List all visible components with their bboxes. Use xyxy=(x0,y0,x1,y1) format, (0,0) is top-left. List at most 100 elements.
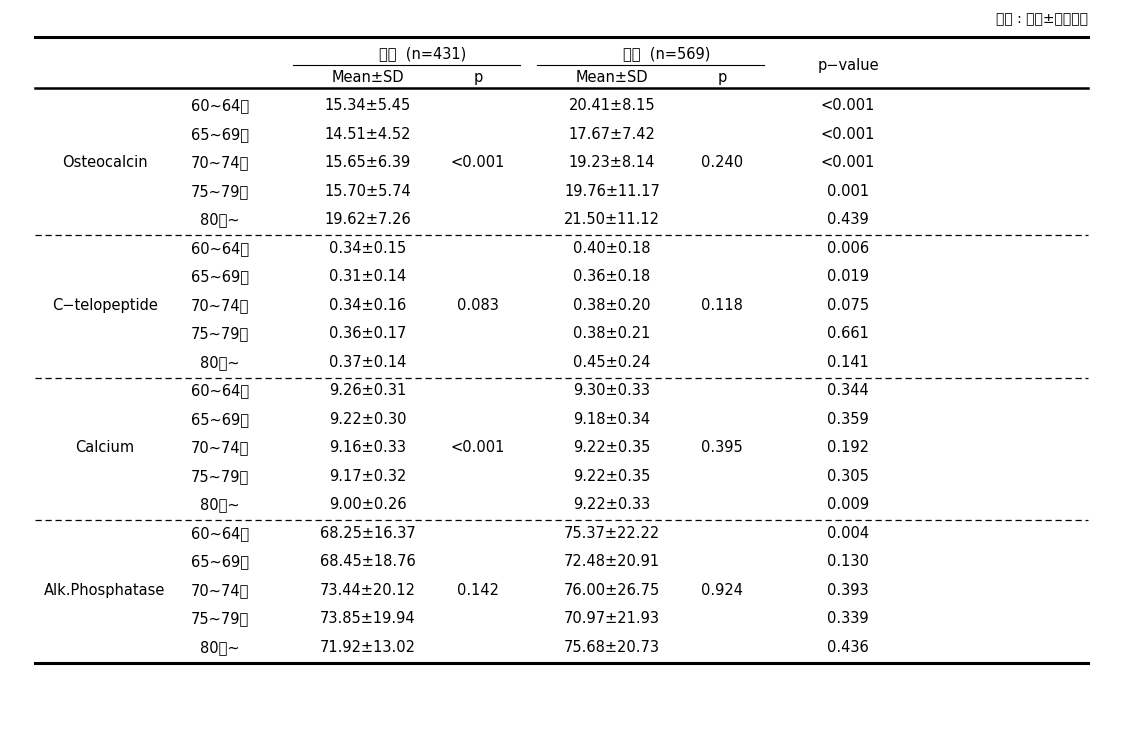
Text: 0.439: 0.439 xyxy=(828,212,869,227)
Text: 0.36±0.18: 0.36±0.18 xyxy=(574,269,650,284)
Text: 9.16±0.33: 9.16±0.33 xyxy=(329,440,407,455)
Text: 71.92±13.02: 71.92±13.02 xyxy=(320,640,416,654)
Text: 0.001: 0.001 xyxy=(827,184,869,199)
Text: 70~74세: 70~74세 xyxy=(191,440,249,455)
Text: 0.38±0.21: 0.38±0.21 xyxy=(574,326,650,341)
Text: 19.62±7.26: 19.62±7.26 xyxy=(325,212,411,227)
Text: 21.50±11.12: 21.50±11.12 xyxy=(564,212,660,227)
Text: 75~79세: 75~79세 xyxy=(191,184,249,199)
Text: 15.70±5.74: 15.70±5.74 xyxy=(325,184,411,199)
Text: C−telopeptide: C−telopeptide xyxy=(52,298,158,312)
Text: 0.436: 0.436 xyxy=(828,640,869,654)
Text: p: p xyxy=(718,69,727,85)
Text: 60~64세: 60~64세 xyxy=(191,98,249,113)
Text: 73.44±20.12: 73.44±20.12 xyxy=(320,583,416,598)
Text: 0.34±0.16: 0.34±0.16 xyxy=(329,298,407,312)
Text: 19.76±11.17: 19.76±11.17 xyxy=(564,184,660,199)
Text: 75.37±22.22: 75.37±22.22 xyxy=(564,525,660,541)
Text: 0.192: 0.192 xyxy=(827,440,869,455)
Text: 70~74세: 70~74세 xyxy=(191,156,249,170)
Text: <0.001: <0.001 xyxy=(450,156,505,170)
Text: 80세~: 80세~ xyxy=(200,497,240,512)
Text: 75~79세: 75~79세 xyxy=(191,469,249,483)
Text: 9.22±0.35: 9.22±0.35 xyxy=(574,469,650,483)
Text: 20.41±8.15: 20.41±8.15 xyxy=(568,98,656,113)
Text: 0.31±0.14: 0.31±0.14 xyxy=(329,269,407,284)
Text: 0.38±0.20: 0.38±0.20 xyxy=(573,298,650,312)
Text: 0.45±0.24: 0.45±0.24 xyxy=(573,354,650,370)
Text: 0.344: 0.344 xyxy=(828,383,869,398)
Text: 0.305: 0.305 xyxy=(827,469,869,483)
Text: 80세~: 80세~ xyxy=(200,212,240,227)
Text: 70~74세: 70~74세 xyxy=(191,298,249,312)
Text: p−value: p−value xyxy=(818,58,879,73)
Text: Alk.Phosphatase: Alk.Phosphatase xyxy=(44,583,166,598)
Text: 0.393: 0.393 xyxy=(828,583,869,598)
Text: 0.006: 0.006 xyxy=(827,241,869,256)
Text: 60~64세: 60~64세 xyxy=(191,241,249,256)
Text: 9.22±0.33: 9.22±0.33 xyxy=(574,497,650,512)
Text: 0.130: 0.130 xyxy=(827,554,869,569)
Text: 9.30±0.33: 9.30±0.33 xyxy=(574,383,650,398)
Text: 80세~: 80세~ xyxy=(200,640,240,654)
Text: 0.019: 0.019 xyxy=(827,269,869,284)
Text: p: p xyxy=(474,69,483,85)
Text: 60~64세: 60~64세 xyxy=(191,383,249,398)
Text: 68.45±18.76: 68.45±18.76 xyxy=(320,554,416,569)
Text: 75~79세: 75~79세 xyxy=(191,326,249,341)
Text: 0.240: 0.240 xyxy=(701,156,743,170)
Text: 14.51±4.52: 14.51±4.52 xyxy=(325,127,411,142)
Text: 70~74세: 70~74세 xyxy=(191,583,249,598)
Text: 75~79세: 75~79세 xyxy=(191,611,249,626)
Text: <0.001: <0.001 xyxy=(821,98,875,113)
Text: 0.004: 0.004 xyxy=(827,525,869,541)
Text: 70.97±21.93: 70.97±21.93 xyxy=(564,611,660,626)
Text: 0.083: 0.083 xyxy=(457,298,499,312)
Text: 9.22±0.35: 9.22±0.35 xyxy=(574,440,650,455)
Text: 68.25±16.37: 68.25±16.37 xyxy=(320,525,416,541)
Text: Osteocalcin: Osteocalcin xyxy=(62,156,148,170)
Text: 0.359: 0.359 xyxy=(828,412,869,427)
Text: 65~69세: 65~69세 xyxy=(191,269,249,284)
Text: 0.141: 0.141 xyxy=(827,354,869,370)
Text: 17.67±7.42: 17.67±7.42 xyxy=(568,127,656,142)
Text: 단위 : 평균±표준편차: 단위 : 평균±표준편차 xyxy=(996,12,1088,26)
Text: 0.661: 0.661 xyxy=(827,326,869,341)
Text: 65~69세: 65~69세 xyxy=(191,554,249,569)
Text: 9.17±0.32: 9.17±0.32 xyxy=(329,469,407,483)
Text: 0.339: 0.339 xyxy=(828,611,869,626)
Text: 80세~: 80세~ xyxy=(200,354,240,370)
Text: 9.18±0.34: 9.18±0.34 xyxy=(574,412,650,427)
Text: 0.075: 0.075 xyxy=(827,298,869,312)
Text: 9.22±0.30: 9.22±0.30 xyxy=(329,412,407,427)
Text: 0.34±0.15: 0.34±0.15 xyxy=(329,241,407,256)
Text: 60~64세: 60~64세 xyxy=(191,525,249,541)
Text: 15.34±5.45: 15.34±5.45 xyxy=(325,98,411,113)
Text: <0.001: <0.001 xyxy=(450,440,505,455)
Text: Mean±SD: Mean±SD xyxy=(331,69,404,85)
Text: 65~69세: 65~69세 xyxy=(191,412,249,427)
Text: 0.142: 0.142 xyxy=(457,583,499,598)
Text: 65~69세: 65~69세 xyxy=(191,127,249,142)
Text: 76.00±26.75: 76.00±26.75 xyxy=(564,583,660,598)
Text: 남자  (n=431): 남자 (n=431) xyxy=(380,46,467,61)
Text: 72.48±20.91: 72.48±20.91 xyxy=(564,554,660,569)
Text: 0.36±0.17: 0.36±0.17 xyxy=(329,326,407,341)
Text: 9.00±0.26: 9.00±0.26 xyxy=(329,497,407,512)
Text: Mean±SD: Mean±SD xyxy=(576,69,648,85)
Text: 0.118: 0.118 xyxy=(701,298,743,312)
Text: 0.924: 0.924 xyxy=(701,583,743,598)
Text: 0.37±0.14: 0.37±0.14 xyxy=(329,354,407,370)
Text: 19.23±8.14: 19.23±8.14 xyxy=(569,156,655,170)
Text: 0.395: 0.395 xyxy=(701,440,743,455)
Text: 75.68±20.73: 75.68±20.73 xyxy=(564,640,660,654)
Text: 0.009: 0.009 xyxy=(827,497,869,512)
Text: Calcium: Calcium xyxy=(75,440,135,455)
Text: 0.40±0.18: 0.40±0.18 xyxy=(573,241,650,256)
Text: 9.26±0.31: 9.26±0.31 xyxy=(329,383,407,398)
Text: <0.001: <0.001 xyxy=(821,156,875,170)
Text: <0.001: <0.001 xyxy=(821,127,875,142)
Text: 15.65±6.39: 15.65±6.39 xyxy=(325,156,411,170)
Text: 73.85±19.94: 73.85±19.94 xyxy=(320,611,416,626)
Text: 여자  (n=569): 여자 (n=569) xyxy=(623,46,711,61)
